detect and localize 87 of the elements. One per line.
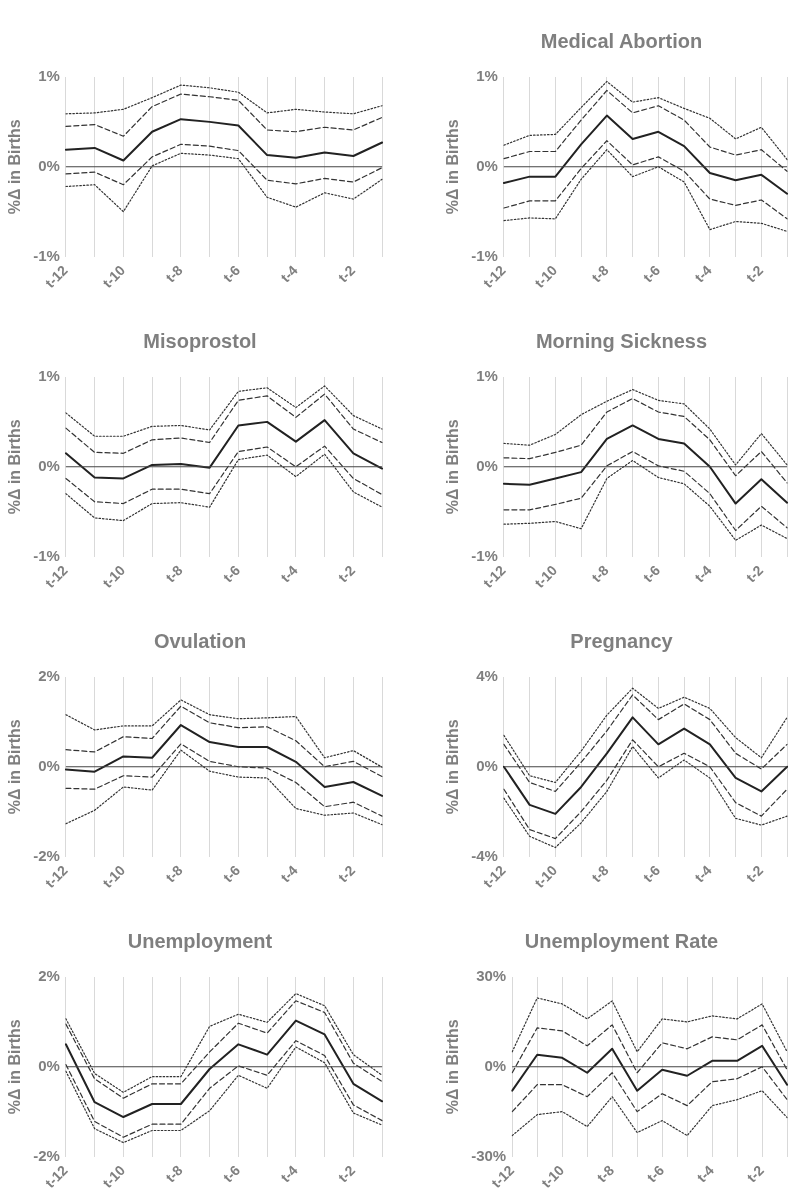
x-tick-label: t-4 [277,861,301,886]
y-tick-label: 0% [476,156,498,174]
y-tick-label: 1% [476,367,498,385]
x-tick-label: t-4 [277,261,301,286]
x-tick-label: t-10 [531,561,561,591]
x-tick-label: t-12 [479,261,509,291]
x-tick-label: t-10 [99,861,129,891]
y-axis-title: %Δ in Births [6,719,24,815]
chart-title: Misoprostol [142,330,258,353]
y-axis-title: %Δ in Births [6,419,24,515]
chart-title: Medical Abortion [539,30,704,53]
x-tick-label: t-12 [41,561,71,591]
x-tick-label: t-6 [219,1161,244,1186]
x-tick-label: t-10 [531,261,561,291]
x-tick-label: t-10 [538,1161,568,1191]
y-axis-title: %Δ in Births [6,119,24,215]
y-tick-label: 0% [38,456,60,474]
x-tick-label: t-4 [693,1161,718,1186]
y-tick-label: 1% [38,67,60,85]
x-tick-label: t-4 [691,561,715,586]
x-tick-label: t-10 [99,1161,129,1191]
x-tick-label: t-2 [742,861,767,886]
x-tick-label: t-6 [643,1161,668,1186]
y-axis-title: %Δ in Births [444,419,462,515]
y-tick-label: 2% [38,667,60,685]
x-tick-label: t-4 [277,1161,301,1186]
y-tick-label: 0% [476,756,498,774]
x-tick-label: t-8 [588,861,612,886]
x-tick-label: t-4 [691,261,715,286]
x-tick-label: t-8 [162,1161,186,1186]
y-tick-label: 30% [476,967,507,985]
y-tick-label: 2% [38,967,60,985]
y-tick-label: -1% [471,246,498,264]
x-tick-label: t-10 [99,561,129,591]
y-tick-label: 0% [476,456,498,474]
y-tick-label: -1% [33,546,60,564]
x-tick-label: t-10 [531,861,561,891]
x-tick-label: t-10 [99,261,129,291]
x-tick-label: t-12 [41,1161,71,1191]
y-axis-title: %Δ in Births [444,119,462,215]
x-tick-label: t-8 [593,1161,618,1186]
y-tick-label: -1% [471,546,498,564]
y-axis-title: %Δ in Births [444,719,462,815]
x-tick-label: t-2 [334,561,359,586]
x-tick-label: t-8 [588,561,612,586]
y-tick-label: -1% [33,246,60,264]
y-tick-label: -2% [33,846,60,864]
x-tick-label: t-6 [219,261,244,286]
x-tick-label: t-8 [162,861,186,886]
x-tick-label: t-12 [479,861,509,891]
y-tick-label: -30% [471,1146,507,1164]
y-tick-label: 1% [38,367,60,385]
x-tick-label: t-8 [588,261,612,286]
chart-title: Unemployment Rate [523,930,720,953]
y-tick-label: 4% [476,667,498,685]
x-tick-label: t-6 [219,861,244,886]
y-tick-label: 0% [38,756,60,774]
chart-title: Unemployment [126,930,274,953]
y-tick-label: -4% [471,846,498,864]
x-tick-label: t-12 [479,561,509,591]
x-tick-label: t-2 [334,261,359,286]
x-tick-label: t-2 [334,861,359,886]
x-tick-label: t-2 [743,1161,768,1186]
y-axis-title: %Δ in Births [6,1019,24,1115]
y-tick-label: 0% [484,1056,507,1074]
x-tick-label: t-6 [219,561,244,586]
x-tick-label: t-4 [691,861,715,886]
y-tick-label: 0% [38,156,60,174]
y-tick-label: 0% [38,1056,60,1074]
chart-title: Ovulation [152,630,248,653]
y-axis-title: %Δ in Births [444,1019,462,1115]
x-tick-label: t-8 [162,261,186,286]
x-tick-label: t-2 [742,561,767,586]
x-tick-label: t-6 [639,861,664,886]
y-tick-label: 1% [476,67,498,85]
x-tick-label: t-6 [639,561,664,586]
y-tick-label: -2% [33,1146,60,1164]
x-tick-label: t-2 [334,1161,359,1186]
x-tick-label: t-12 [488,1161,518,1191]
x-tick-label: t-2 [742,261,767,286]
x-tick-label: t-12 [41,861,71,891]
x-tick-label: t-12 [41,261,71,291]
x-tick-label: t-8 [162,561,186,586]
chart-title: Pregnancy [569,630,674,653]
chart-title: Morning Sickness [534,330,709,353]
x-tick-label: t-6 [639,261,664,286]
x-tick-label: t-4 [277,561,301,586]
